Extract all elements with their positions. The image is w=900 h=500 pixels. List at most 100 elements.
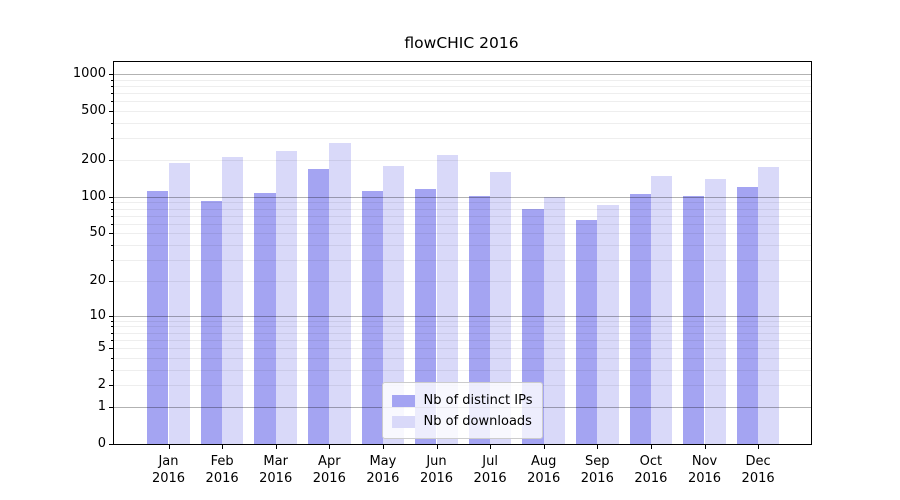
bar-distinct-ips-oct <box>629 193 651 444</box>
x-tick-mark <box>329 445 331 449</box>
x-tick-year: 2016 <box>419 471 454 486</box>
y-minor-tick <box>111 79 114 81</box>
minor-gridline <box>114 202 811 204</box>
x-tick-year: 2016 <box>473 471 507 486</box>
legend-swatch <box>391 415 415 428</box>
y-tick-mark <box>109 315 114 317</box>
x-tick-year: 2016 <box>741 471 775 486</box>
major-gridline <box>114 196 811 198</box>
y-minor-tick <box>111 369 114 371</box>
x-tick-month: Jun <box>426 454 447 469</box>
bar-downloads-sep <box>597 205 619 444</box>
legend-entry: Nb of distinct IPs <box>391 390 533 411</box>
bar-downloads-dec <box>758 166 780 444</box>
y-tick-mark <box>109 111 114 113</box>
x-tick-mark <box>704 445 706 449</box>
bar-distinct-ips-mar <box>254 193 276 444</box>
bar-distinct-ips-jun <box>415 188 437 444</box>
y-minor-tick <box>111 326 114 328</box>
bar-distinct-ips-nov <box>683 196 705 444</box>
x-tick-year: 2016 <box>687 471 722 486</box>
x-tick-year: 2016 <box>580 471 614 486</box>
chart-title: flowCHIC 2016 <box>404 34 519 52</box>
plot-area: 0 1 2 5 10 20 50 100 200 500 1000 Jan 2016 Feb 2016 Mar… <box>73 61 812 486</box>
x-tick-month: Jul <box>482 454 498 469</box>
x-tick-label: Nov 2016 <box>673 453 737 487</box>
bar-downloads-aug <box>543 197 566 444</box>
x-tick-label: May 2016 <box>351 453 415 487</box>
x-tick-label: Sep 2016 <box>565 453 629 487</box>
minor-gridline <box>114 339 811 341</box>
minor-gridline <box>114 79 811 81</box>
y-minor-tick <box>111 357 114 359</box>
x-tick-mark <box>543 445 545 449</box>
y-minor-tick <box>111 245 114 247</box>
bar-downloads-jan <box>168 163 190 444</box>
bar-downloads-mar <box>275 151 298 444</box>
minor-gridline <box>114 160 811 161</box>
legend-swatch <box>391 394 415 407</box>
y-minor-tick <box>111 93 114 95</box>
y-tick-label: 10 <box>89 307 106 323</box>
minor-gridline <box>114 101 811 103</box>
y-minor-tick <box>111 215 114 217</box>
minor-gridline <box>114 245 811 247</box>
y-minor-tick <box>111 101 114 103</box>
minor-gridline <box>114 332 811 334</box>
y-tick-label: 0 <box>97 436 106 451</box>
x-tick-label: Jun 2016 <box>405 453 469 487</box>
bar-distinct-ips-apr <box>307 169 330 444</box>
bar-downloads-jun <box>436 154 458 444</box>
y-minor-tick <box>111 260 114 262</box>
minor-gridline <box>114 208 811 210</box>
x-tick-month: Dec <box>745 454 771 469</box>
y-minor-tick <box>111 85 114 87</box>
y-tick-label: 5 <box>97 340 106 356</box>
minor-gridline <box>114 357 811 359</box>
x-tick-label: Apr 2016 <box>297 453 361 487</box>
x-tick-label: Jan 2016 <box>137 453 201 487</box>
legend-label: Nb of distinct IPs <box>423 393 533 408</box>
x-tick-month: Sep <box>585 454 610 469</box>
x-tick-label: Mar 2016 <box>244 453 308 487</box>
x-tick-month: Feb <box>210 454 234 469</box>
minor-gridline <box>114 348 811 349</box>
y-minor-tick <box>111 223 114 225</box>
bar-distinct-ips-feb <box>200 201 223 444</box>
x-tick-month: Jan <box>158 454 179 469</box>
bar-distinct-ips-jan <box>147 191 169 444</box>
y-minor-tick <box>111 320 114 322</box>
minor-gridline <box>114 123 811 124</box>
bar-distinct-ips-sep <box>575 219 598 444</box>
y-tick-mark <box>109 196 114 198</box>
bar-downloads-oct <box>650 176 673 444</box>
x-tick-year: 2016 <box>527 471 561 486</box>
bar-downloads-feb <box>222 157 244 444</box>
y-tick-mark <box>109 233 114 235</box>
x-tick-year: 2016 <box>366 471 400 486</box>
x-tick-month: May <box>369 454 397 469</box>
x-tick-year: 2016 <box>634 471 668 486</box>
y-tick-label: 100 <box>81 188 106 204</box>
minor-gridline <box>114 326 811 328</box>
x-tick-year: 2016 <box>151 471 186 486</box>
x-tick-mark <box>275 445 277 449</box>
y-tick-label: 2 <box>97 377 106 393</box>
x-tick-label: Aug 2016 <box>512 453 576 487</box>
bar-downloads-apr <box>329 142 351 444</box>
bar-distinct-ips-dec <box>736 186 759 444</box>
x-tick-label: Oct 2016 <box>619 453 683 487</box>
legend-entry: Nb of downloads <box>391 411 533 432</box>
y-tick-mark <box>109 348 114 349</box>
x-tick-year: 2016 <box>312 471 346 486</box>
y-tick-mark <box>109 74 114 75</box>
bar-distinct-ips-may <box>361 190 383 444</box>
x-tick-year: 2016 <box>205 471 239 486</box>
y-tick-label: 1 <box>97 398 106 414</box>
y-tick-mark <box>109 406 114 408</box>
y-tick-mark <box>109 280 114 282</box>
y-tick-mark <box>109 385 114 387</box>
minor-gridline <box>114 111 811 113</box>
x-tick-month: Apr <box>318 454 341 469</box>
